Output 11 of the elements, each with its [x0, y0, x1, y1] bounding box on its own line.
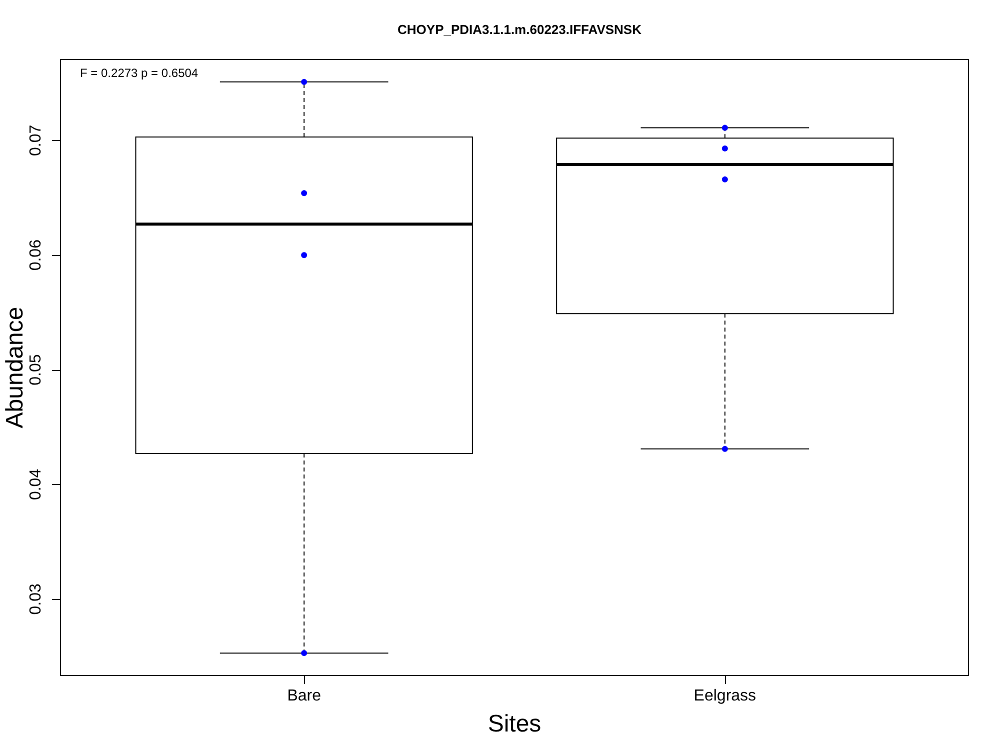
x-axis-title: Sites: [488, 710, 542, 738]
y-tick-label: 0.07: [28, 124, 44, 156]
y-tick-label: 0.03: [28, 583, 44, 615]
y-tick-label: 0.04: [28, 468, 44, 500]
x-tick-label: Eelgrass: [694, 688, 756, 704]
chart-title: CHOYP_PDIA3.1.1.m.60223.IFFAVSNSK: [398, 22, 642, 37]
y-tick-label: 0.05: [28, 354, 44, 386]
y-axis-title: Abundance: [2, 306, 28, 428]
y-tick-label: 0.06: [28, 239, 44, 271]
annotation: F = 0.2273 p = 0.6504: [80, 66, 198, 80]
x-tick-label: Bare: [287, 688, 322, 704]
